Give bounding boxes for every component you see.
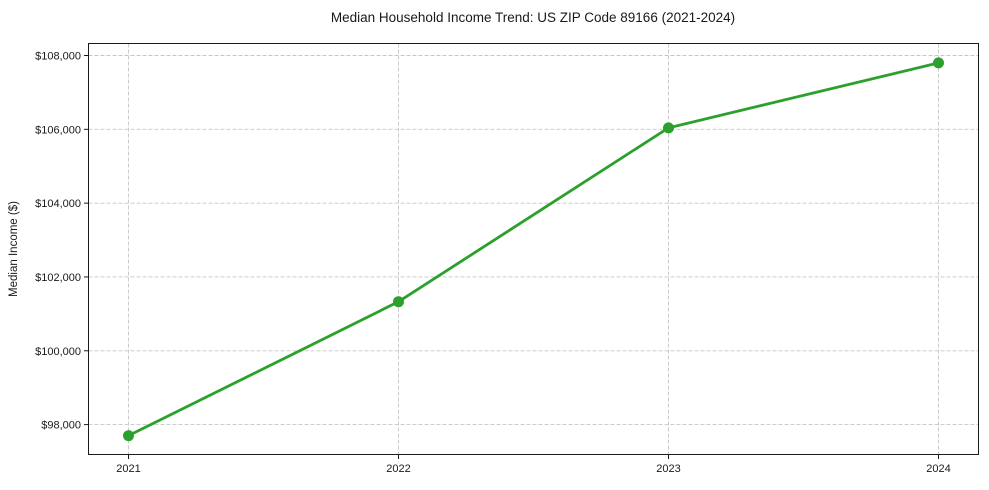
y-tick-label: $102,000 bbox=[35, 272, 81, 284]
x-tick-label: 2023 bbox=[656, 463, 680, 475]
x-tick-label: 2022 bbox=[386, 463, 410, 475]
y-tick-label: $100,000 bbox=[35, 346, 81, 358]
y-tick-labels: $98,000 $100,000 $102,000 $104,000 $106,000 $… bbox=[35, 50, 81, 431]
axis-ticks bbox=[84, 54, 939, 459]
x-tick-label: 2021 bbox=[116, 463, 140, 475]
data-point-marker bbox=[933, 57, 944, 69]
y-tick-label: $108,000 bbox=[35, 50, 81, 62]
data-point-marker bbox=[123, 430, 134, 442]
plot-border bbox=[88, 43, 979, 455]
y-tick-label: $98,000 bbox=[41, 420, 81, 432]
chart-title: Median Household Income Trend: US ZIP Co… bbox=[331, 10, 735, 25]
x-tick-label: 2024 bbox=[926, 463, 950, 475]
y-tick-label: $106,000 bbox=[35, 124, 81, 136]
data-point-marker bbox=[393, 296, 404, 308]
x-tick-labels: 2021 2022 2023 2024 bbox=[116, 463, 950, 475]
y-tick-label: $104,000 bbox=[35, 198, 81, 210]
y-axis-title: Median Income ($) bbox=[8, 201, 20, 297]
trend-line bbox=[127, 61, 940, 438]
data-point-marker bbox=[663, 122, 674, 134]
data-series bbox=[123, 57, 944, 442]
gridlines bbox=[88, 43, 979, 455]
